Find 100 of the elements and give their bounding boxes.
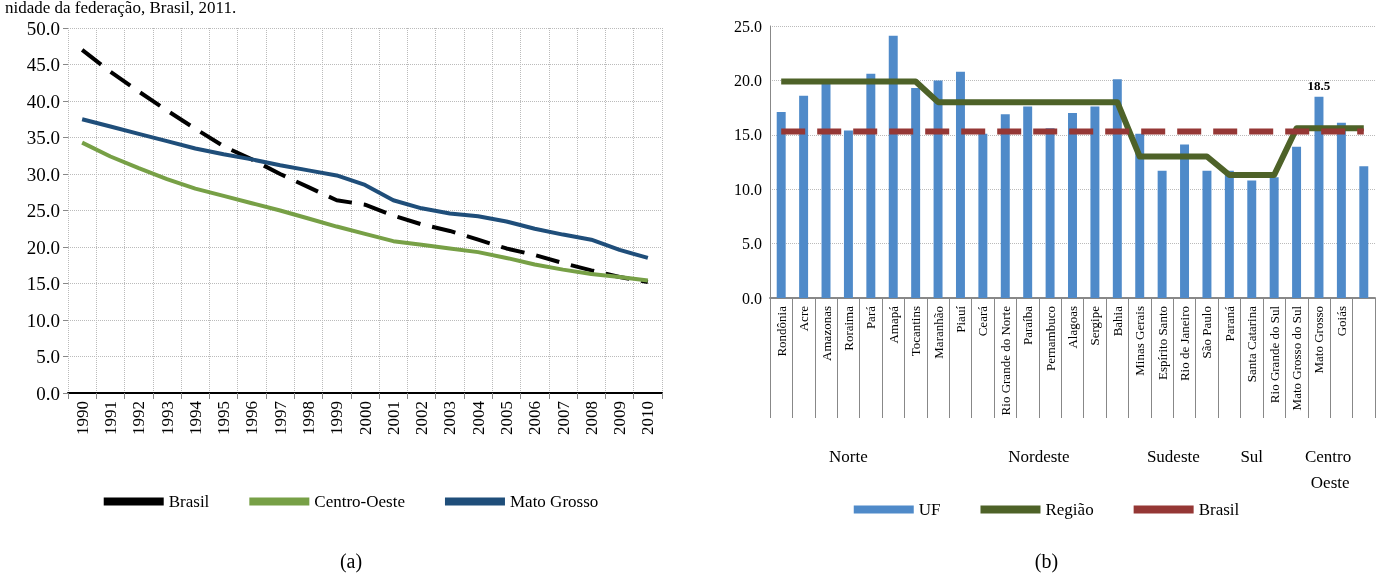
legend-label: Brasil <box>1198 500 1240 519</box>
data-label: 18.5 <box>1307 77 1331 93</box>
y-tick-label: 30.0 <box>26 163 60 185</box>
chart-title: nidade da federação, Brasil, 2011. <box>5 0 237 17</box>
x-tick-label: 2002 <box>412 401 432 435</box>
text: Nordeste <box>1008 446 1070 466</box>
x-tick-label: 1990 <box>72 401 92 435</box>
bar <box>1045 128 1055 298</box>
x-tick-label: 1994 <box>185 400 205 435</box>
text: Norte <box>829 446 868 466</box>
x-tick-label: Amapá <box>885 305 901 344</box>
y-tick-label: 15.0 <box>26 273 60 294</box>
bar <box>1336 122 1346 298</box>
bar <box>821 82 831 298</box>
text: (b) <box>1034 550 1059 573</box>
x-tick-label: 1995 <box>214 401 234 435</box>
y-tick-label: 10.0 <box>26 309 60 331</box>
y-tick-label: 20.0 <box>26 236 60 258</box>
y-tick-label: 10.0 <box>734 180 762 198</box>
x-tick-label: 2001 <box>383 401 403 435</box>
bar <box>1000 114 1010 298</box>
x-tick-label: 2004 <box>468 400 488 435</box>
y-tick-label: 25.0 <box>26 200 60 221</box>
y-tick-label: 25.0 <box>734 17 762 35</box>
bar <box>1202 170 1212 298</box>
bar <box>1112 79 1122 298</box>
x-tick-label: Espírito Santo <box>1154 306 1170 381</box>
legend-label: UF <box>918 500 941 519</box>
legend-label: Mato Grosso <box>509 492 599 511</box>
bar <box>1247 180 1257 298</box>
text: Sul <box>1240 446 1264 466</box>
y-tick-label: 0.0 <box>742 289 762 307</box>
bar <box>776 111 786 298</box>
bar <box>1157 170 1167 298</box>
y-tick-label: 45.0 <box>26 54 60 75</box>
y-tick-label: 5.0 <box>742 235 762 253</box>
bar <box>799 95 809 298</box>
bar <box>1224 170 1234 298</box>
bar <box>843 130 853 298</box>
x-tick-label: Goiás <box>1333 306 1349 337</box>
y-tick-label: 35.0 <box>26 127 60 148</box>
bar <box>1180 144 1190 298</box>
x-tick-label: 1999 <box>327 401 347 435</box>
text: Centro Oeste <box>1304 446 1356 492</box>
x-tick-label: Paraíba <box>1020 305 1036 345</box>
bar <box>1135 133 1145 298</box>
x-tick-label: 1991 <box>100 401 120 435</box>
x-tick-label: Minas Gerais <box>1132 306 1148 376</box>
bar <box>1269 177 1279 298</box>
y-tick-label: 15.0 <box>734 126 762 144</box>
x-tick-label: 2000 <box>355 401 375 435</box>
x-tick-label: Acre <box>796 305 812 332</box>
text: Sudeste <box>1146 446 1200 466</box>
x-tick-label: Mato Grosso <box>1311 306 1327 374</box>
x-tick-label: Paraná <box>1221 305 1237 342</box>
x-tick-label: Pará <box>863 305 879 330</box>
text: (a) <box>339 550 363 573</box>
bar <box>933 80 943 298</box>
x-tick-label: Pernambuco <box>1042 306 1058 371</box>
bar <box>911 88 921 298</box>
x-tick-label: 2003 <box>440 401 460 435</box>
bar <box>955 71 965 298</box>
y-tick-label: 5.0 <box>36 346 60 367</box>
line-series <box>80 140 650 283</box>
y-tick-label: 50.0 <box>26 17 60 39</box>
x-tick-label: Rio Grande do Sul <box>1266 305 1282 404</box>
bar <box>1292 146 1302 298</box>
x-tick-label: 1998 <box>298 401 318 435</box>
x-tick-label: Rio de Janeiro <box>1177 306 1193 382</box>
legend-label: Região <box>1045 500 1094 519</box>
x-tick-label: Tocantins <box>908 306 924 357</box>
bar <box>1090 106 1100 298</box>
line-series <box>80 117 650 260</box>
bar <box>1359 166 1369 298</box>
x-tick-label: Ceará <box>975 305 991 337</box>
x-tick-label: Rio Grande do Norte <box>997 305 1013 416</box>
x-tick-label: Alagoas <box>1065 306 1080 349</box>
y-tick-label: 20.0 <box>734 71 762 89</box>
legend-label: Centro-Oeste <box>314 492 405 511</box>
x-tick-label: São Paulo <box>1199 306 1215 359</box>
x-tick-label: 2010 <box>638 401 658 435</box>
x-tick-label: Piauí <box>952 305 968 333</box>
x-tick-label: 1996 <box>242 401 262 435</box>
x-tick-label: Sergipe <box>1087 305 1103 346</box>
y-tick-label: 40.0 <box>26 90 60 112</box>
x-tick-label: Maranhão <box>930 306 946 359</box>
y-tick-label: 0.0 <box>36 382 60 404</box>
x-tick-label: 2006 <box>525 401 545 435</box>
x-tick-label: 2005 <box>496 401 516 435</box>
x-tick-label: 1997 <box>270 400 290 435</box>
x-tick-label: 2008 <box>581 401 601 435</box>
legend-label: Brasil <box>168 492 210 511</box>
x-tick-label: Mato Grosso do Sul <box>1289 305 1305 411</box>
x-tick-label: Roraima <box>840 305 856 351</box>
bar <box>866 73 876 298</box>
x-tick-label: 2007 <box>553 400 573 435</box>
bar <box>978 133 988 298</box>
x-tick-label: Santa Catarina <box>1244 305 1260 383</box>
x-tick-label: 1993 <box>157 401 177 435</box>
x-tick-label: 2009 <box>610 401 630 435</box>
